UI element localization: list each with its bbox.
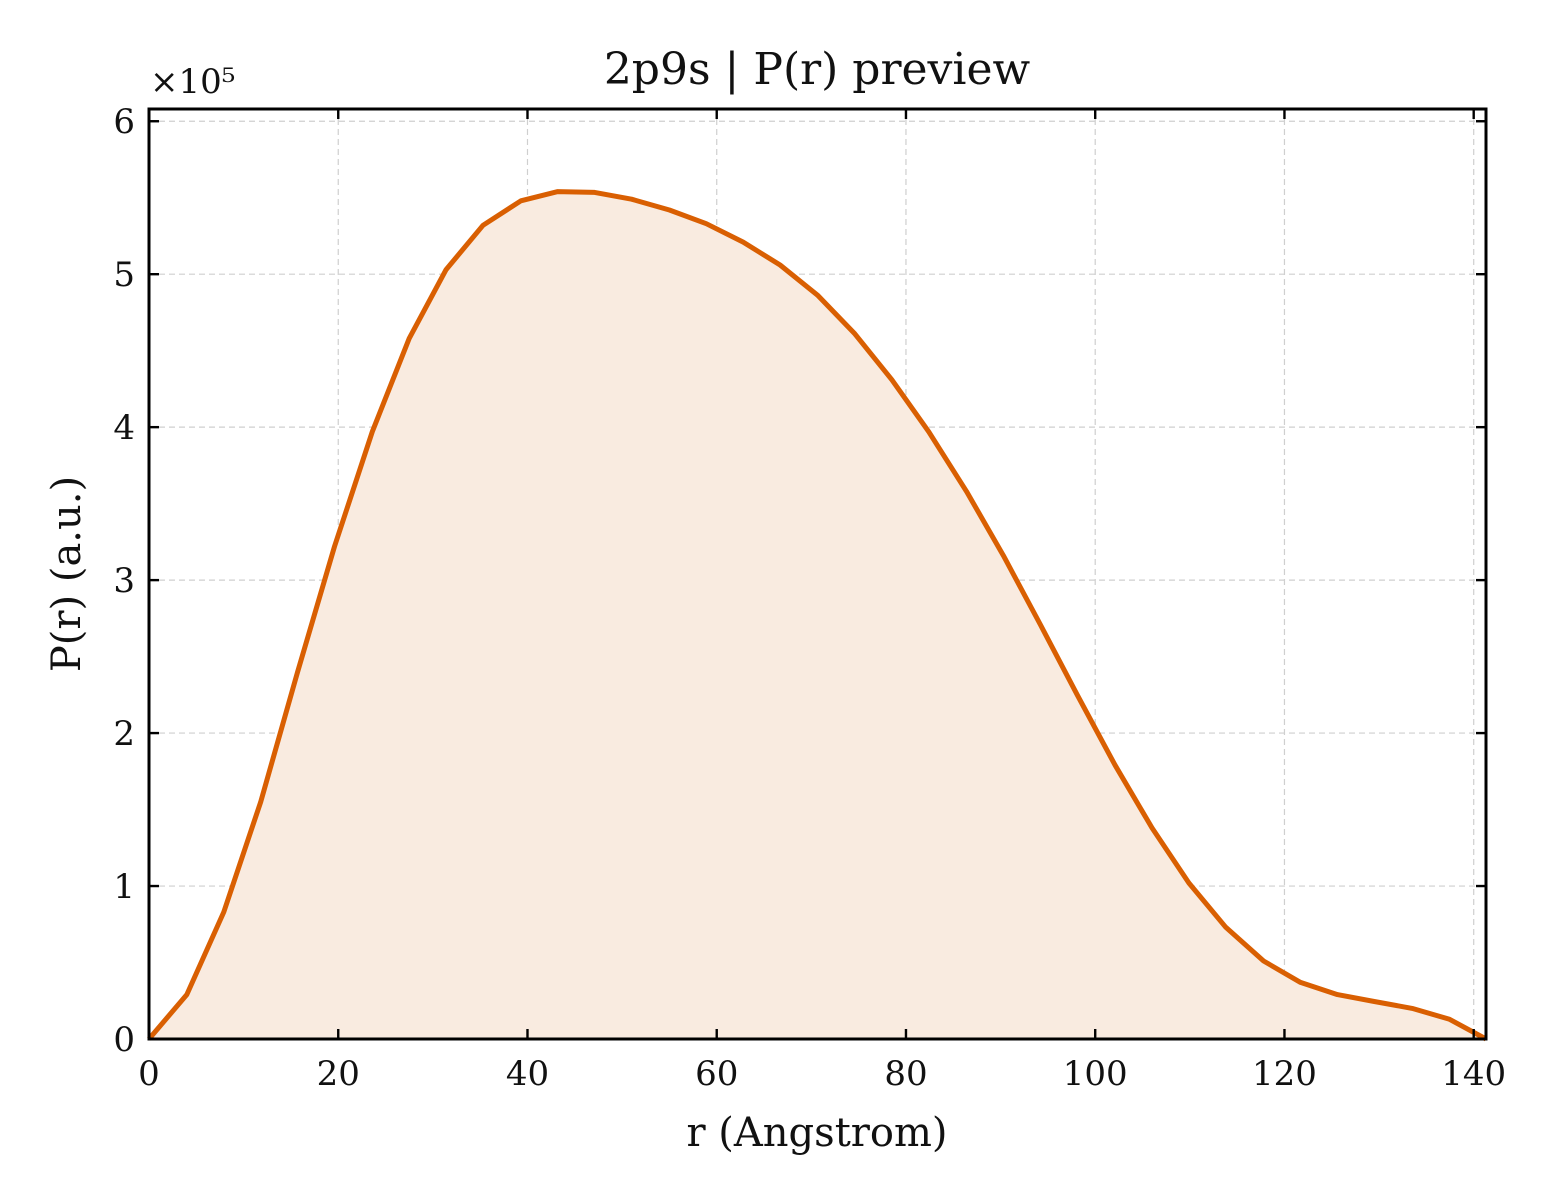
y-tick-label: 0 [113,1020,135,1060]
y-axis-label: P(r) (a.u.) [44,476,90,672]
x-tick-label: 0 [138,1054,160,1094]
chart-title: 2p9s | P(r) preview [604,44,1031,95]
x-tick-label: 60 [695,1054,738,1094]
x-tick-label: 40 [506,1054,549,1094]
y-tick-label: 4 [113,408,135,448]
x-tick-label: 20 [317,1054,360,1094]
series-line [147,189,1488,1042]
y-tick-label: 6 [113,102,135,142]
series-area-fill [149,191,1486,1040]
y-tick-label: 1 [113,867,135,907]
y-tick-label: 5 [113,255,135,295]
axis-ticks: 0 20 40 60 80 100 120 140 0 1 2 3 4 5 6 [113,102,1506,1094]
x-axis-label: r (Angstrom) [686,1110,947,1156]
y-tick-label: 3 [113,561,135,601]
plot-frame [147,107,1488,1041]
x-tick-label: 100 [1063,1054,1128,1094]
y-tick-label: 2 [113,714,135,754]
x-tick-label: 140 [1441,1054,1506,1094]
x-tick-label: 120 [1252,1054,1317,1094]
x-tick-label: 80 [884,1054,927,1094]
y-axis-multiplier: ×10⁵ [150,62,235,102]
